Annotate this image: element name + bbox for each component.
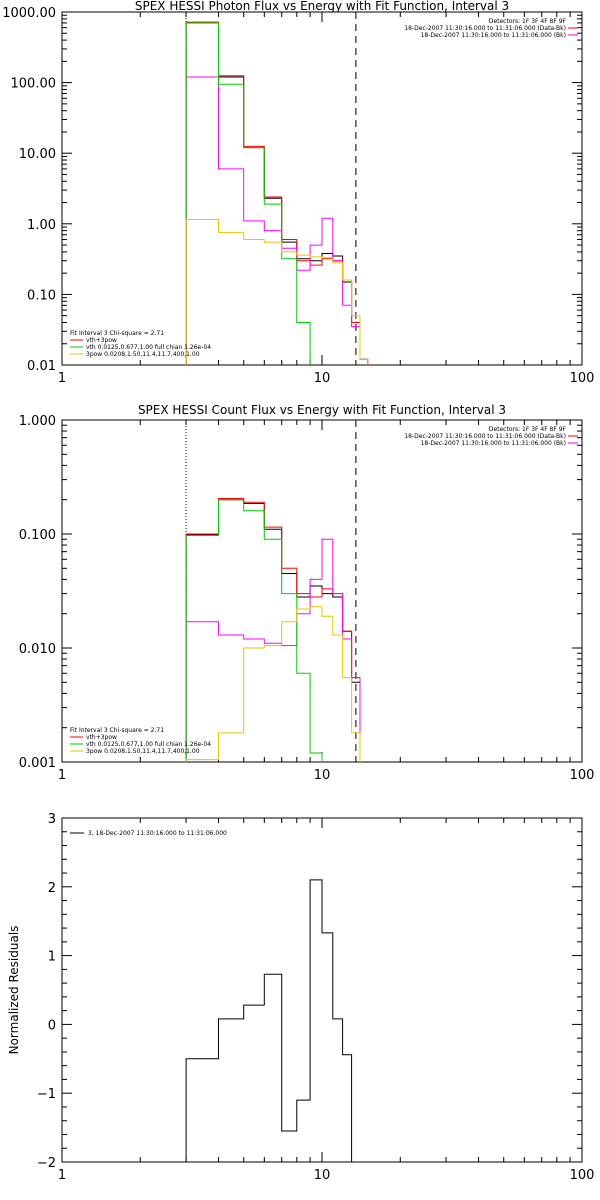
legend-bottom-line: Fit Interval 3 Chi-square = 2.71 (70, 727, 164, 734)
legend-bottom-line: vth+3pow (86, 734, 117, 741)
y-tick-label: 1000.00 (2, 6, 56, 21)
legend-bottom-line: 3pow 0.0208,1.50,11.4,11.7,400,1.00 (86, 351, 200, 358)
series-line-1 (185, 21, 369, 365)
y-tick-label: 0.001 (19, 756, 56, 771)
legend-bottom-line: Fit Interval 3 Chi-square = 2.71 (70, 330, 164, 337)
y-tick-label: 100.00 (11, 77, 57, 92)
series-line-3 (185, 499, 369, 762)
series-line-4 (185, 219, 369, 365)
legend-bottom-line: 3pow 0.0208,1.50,11.4,11.7,400,1.00 (86, 748, 200, 755)
series-group (185, 879, 353, 1162)
legend-top-line: 18-Dec-2007 11:30:16.000 to 11:31:06.000… (404, 25, 566, 32)
residuals-y-axis-label: Normalized Residuals (7, 926, 21, 1055)
series-group (185, 21, 369, 365)
photon-flux-panel: SPEX HESSI Photon Flux vs Energy with Fi… (2, 0, 594, 386)
x-tick-label: 10 (314, 768, 331, 783)
series-line-2 (185, 538, 369, 762)
count-flux-title: SPEX HESSI Count Flux vs Energy with Fit… (138, 403, 506, 417)
legend-top-line: Detectors: 1F 3F 4F 8F 9F (489, 18, 567, 25)
count-flux-panel: SPEX HESSI Count Flux vs Energy with Fit… (19, 403, 595, 783)
y-tick-label: 1.00 (27, 218, 56, 233)
series-line-4 (185, 606, 369, 762)
legend-top-line: Detectors: 1F 3F 4F 8F 9F (489, 426, 567, 433)
y-tick-label: 1.000 (19, 414, 56, 429)
x-tick-label: 1 (58, 768, 66, 783)
x-tick-label: 100 (570, 768, 595, 783)
photon-flux-title: SPEX HESSI Photon Flux vs Energy with Fi… (135, 0, 509, 13)
x-tick-label: 100 (570, 371, 595, 386)
legend-top-line: 18-Dec-2007 11:30:16.000 to 11:31:06.000… (421, 440, 566, 447)
x-tick-label: 10 (314, 371, 331, 386)
y-tick-label: 0 (48, 1018, 56, 1033)
y-tick-label: 10.00 (19, 147, 56, 162)
legend-bottom-line: vth 0.0125,0.677,1.00 full chian 1.26e-0… (86, 741, 211, 748)
x-tick-label: 10 (314, 1168, 331, 1183)
x-tick-label: 1 (58, 371, 66, 386)
series-line-0 (185, 499, 369, 762)
legend-top-line: 18-Dec-2007 11:30:16.000 to 11:31:06.000… (404, 433, 566, 440)
y-tick-label: 0.100 (19, 528, 56, 543)
series-group (185, 498, 369, 762)
legend-bottom-line: vth+3pow (86, 337, 117, 344)
y-tick-label: −1 (37, 1087, 56, 1102)
series-line-2 (185, 76, 369, 365)
plot-frame (61, 11, 583, 366)
legend-top-line: 18-Dec-2007 11:30:16.000 to 11:31:06.000… (421, 32, 566, 39)
legend-bottom-line: vth 0.0125,0.677,1.00 full chian 1.26e-0… (86, 344, 211, 351)
y-tick-label: 0.01 (27, 359, 56, 374)
residuals-panel: Normalized Residuals 1 10 100 −2 −1 0 1 2 3 3, 18… (7, 812, 594, 1183)
x-tick-label: 1 (58, 1168, 66, 1183)
x-tick-label: 100 (570, 1168, 595, 1183)
y-tick-label: 3 (48, 812, 56, 827)
plot-frame (61, 817, 583, 1163)
y-tick-label: −2 (37, 1156, 56, 1171)
series-line-0 (185, 879, 353, 1162)
y-tick-label: 1 (48, 950, 56, 965)
legend-line: 3, 18-Dec-2007 11:30:16.000 to 11:31:06.… (88, 830, 227, 837)
series-line-3 (185, 22, 369, 365)
y-tick-label: 0.10 (27, 288, 56, 303)
y-tick-label: 0.010 (19, 642, 56, 657)
y-tick-label: 2 (48, 881, 56, 896)
series-line-0 (185, 22, 369, 365)
